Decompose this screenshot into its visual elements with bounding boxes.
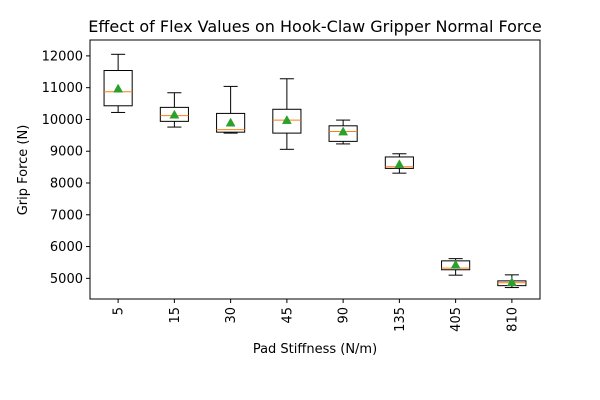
y-tick-label: 7000 [50,208,83,223]
mean-marker [225,117,236,127]
y-tick-label: 5000 [50,272,83,287]
mean-marker [338,126,349,136]
x-tick-label: 90 [337,307,352,324]
x-tick-label: 5 [112,307,127,315]
y-tick-label: 8000 [50,177,83,192]
box-iqr [384,156,414,169]
x-tick-label: 135 [393,307,408,332]
mean-marker [281,115,292,124]
mean-marker [450,259,461,269]
mean-marker [169,109,180,119]
box-iqr [159,106,189,122]
box-iqr [328,125,358,142]
y-tick-label: 11000 [42,81,83,96]
y-axis-label: Grip Force (N) [16,125,31,216]
plot-frame [89,39,541,300]
y-tick-label: 9000 [50,145,83,160]
box-iqr [216,112,246,133]
y-tick-label: 12000 [42,49,83,64]
box-iqr [272,108,302,134]
x-tick-label: 405 [449,307,464,332]
x-tick-label: 810 [505,307,520,332]
x-axis-label: Pad Stiffness (N/m) [253,342,377,357]
chart-title: Effect of Flex Values on Hook-Claw Gripp… [88,17,542,36]
mean-marker [113,83,124,93]
plot-area: 5000 6000 7000 8000 9000 10000 11000 12000 5 15 30… [42,39,541,332]
x-tick-label: 15 [168,307,183,324]
y-tick-label: 10000 [42,113,83,128]
mean-marker [506,277,517,287]
x-tick-label: 45 [280,307,295,324]
y-tick-label: 6000 [50,240,83,255]
mean-marker [394,159,405,169]
x-tick-label: 30 [224,307,239,324]
box-iqr [103,70,133,107]
